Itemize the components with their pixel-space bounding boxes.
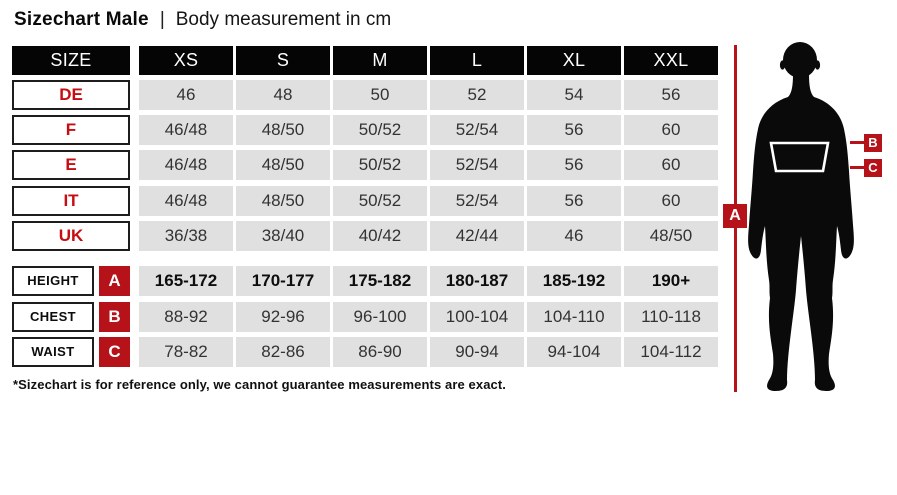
row-label-f: F xyxy=(12,115,130,145)
row-label-it: IT xyxy=(12,186,130,216)
male-body-silhouette-icon xyxy=(748,42,854,391)
header-cell-xl: XL xyxy=(527,46,621,75)
row-label-de: DE xyxy=(12,80,130,110)
table-cell: 46/48 xyxy=(139,186,233,216)
footnote: *Sizechart is for reference only, we can… xyxy=(13,377,506,392)
table-cell: 50 xyxy=(333,80,427,110)
table-cell: 94-104 xyxy=(527,337,621,367)
table-cell: 60 xyxy=(624,186,718,216)
table-cell: 56 xyxy=(527,115,621,145)
table-cell: 48/50 xyxy=(236,150,330,180)
table-cell: 92-96 xyxy=(236,302,330,332)
table-cell: 52 xyxy=(430,80,524,110)
header-cell-m: M xyxy=(333,46,427,75)
table-cell: 50/52 xyxy=(333,150,427,180)
table-cell: 96-100 xyxy=(333,302,427,332)
table-cell: 48/50 xyxy=(236,186,330,216)
table-cell: 38/40 xyxy=(236,221,330,251)
table-cell: 48/50 xyxy=(624,221,718,251)
table-cell: 175-182 xyxy=(333,266,427,296)
table-cell: 88-92 xyxy=(139,302,233,332)
table-cell: 60 xyxy=(624,150,718,180)
header-cell-s: S xyxy=(236,46,330,75)
header-size-cell: SIZE xyxy=(12,46,130,75)
title-main: Sizechart Male xyxy=(14,9,149,30)
table-cell: 40/42 xyxy=(333,221,427,251)
table-cell: 56 xyxy=(527,150,621,180)
table-cell: 90-94 xyxy=(430,337,524,367)
table-cell: 82-86 xyxy=(236,337,330,367)
table-cell: 48 xyxy=(236,80,330,110)
table-cell: 60 xyxy=(624,115,718,145)
table-cell: 78-82 xyxy=(139,337,233,367)
table-cell: 110-118 xyxy=(624,302,718,332)
header-cell-l: L xyxy=(430,46,524,75)
table-cell: 46/48 xyxy=(139,150,233,180)
row-marker-c: C xyxy=(99,337,130,367)
header-cell-xs: XS xyxy=(139,46,233,75)
table-cell: 104-112 xyxy=(624,337,718,367)
table-cell: 50/52 xyxy=(333,115,427,145)
table-cell: 42/44 xyxy=(430,221,524,251)
title-separator: | xyxy=(159,9,165,30)
table-cell: 165-172 xyxy=(139,266,233,296)
table-cell: 190+ xyxy=(624,266,718,296)
chest-waist-band-outline xyxy=(769,141,830,173)
title-subtitle: Body measurement in cm xyxy=(175,9,392,30)
table-cell: 56 xyxy=(624,80,718,110)
table-cell: 52/54 xyxy=(430,150,524,180)
table-cell: 86-90 xyxy=(333,337,427,367)
header-cell-xxl: XXL xyxy=(624,46,718,75)
row-label-e: E xyxy=(12,150,130,180)
table-cell: 100-104 xyxy=(430,302,524,332)
table-cell: 170-177 xyxy=(236,266,330,296)
row-marker-b: B xyxy=(99,302,130,332)
table-cell: 104-110 xyxy=(527,302,621,332)
figure-marker-c: C xyxy=(864,159,882,177)
table-cell: 185-192 xyxy=(527,266,621,296)
table-cell: 50/52 xyxy=(333,186,427,216)
table-cell: 52/54 xyxy=(430,115,524,145)
table-cell: 52/54 xyxy=(430,186,524,216)
row-marker-a: A xyxy=(99,266,130,296)
figure-marker-a: A xyxy=(723,204,747,228)
table-cell: 180-187 xyxy=(430,266,524,296)
row-label-uk: UK xyxy=(12,221,130,251)
row-label-height: HEIGHT xyxy=(12,266,94,296)
page-title: Sizechart Male | Body measurement in cm xyxy=(14,9,391,31)
table-cell: 36/38 xyxy=(139,221,233,251)
table-cell: 46/48 xyxy=(139,115,233,145)
table-cell: 54 xyxy=(527,80,621,110)
table-cell: 56 xyxy=(527,186,621,216)
table-cell: 48/50 xyxy=(236,115,330,145)
row-label-chest: CHEST xyxy=(12,302,94,332)
table-cell: 46 xyxy=(527,221,621,251)
table-cell: 46 xyxy=(139,80,233,110)
row-label-waist: WAIST xyxy=(12,337,94,367)
figure-marker-b: B xyxy=(864,134,882,152)
chest-marker-dash xyxy=(850,141,864,144)
waist-marker-dash xyxy=(850,166,864,169)
